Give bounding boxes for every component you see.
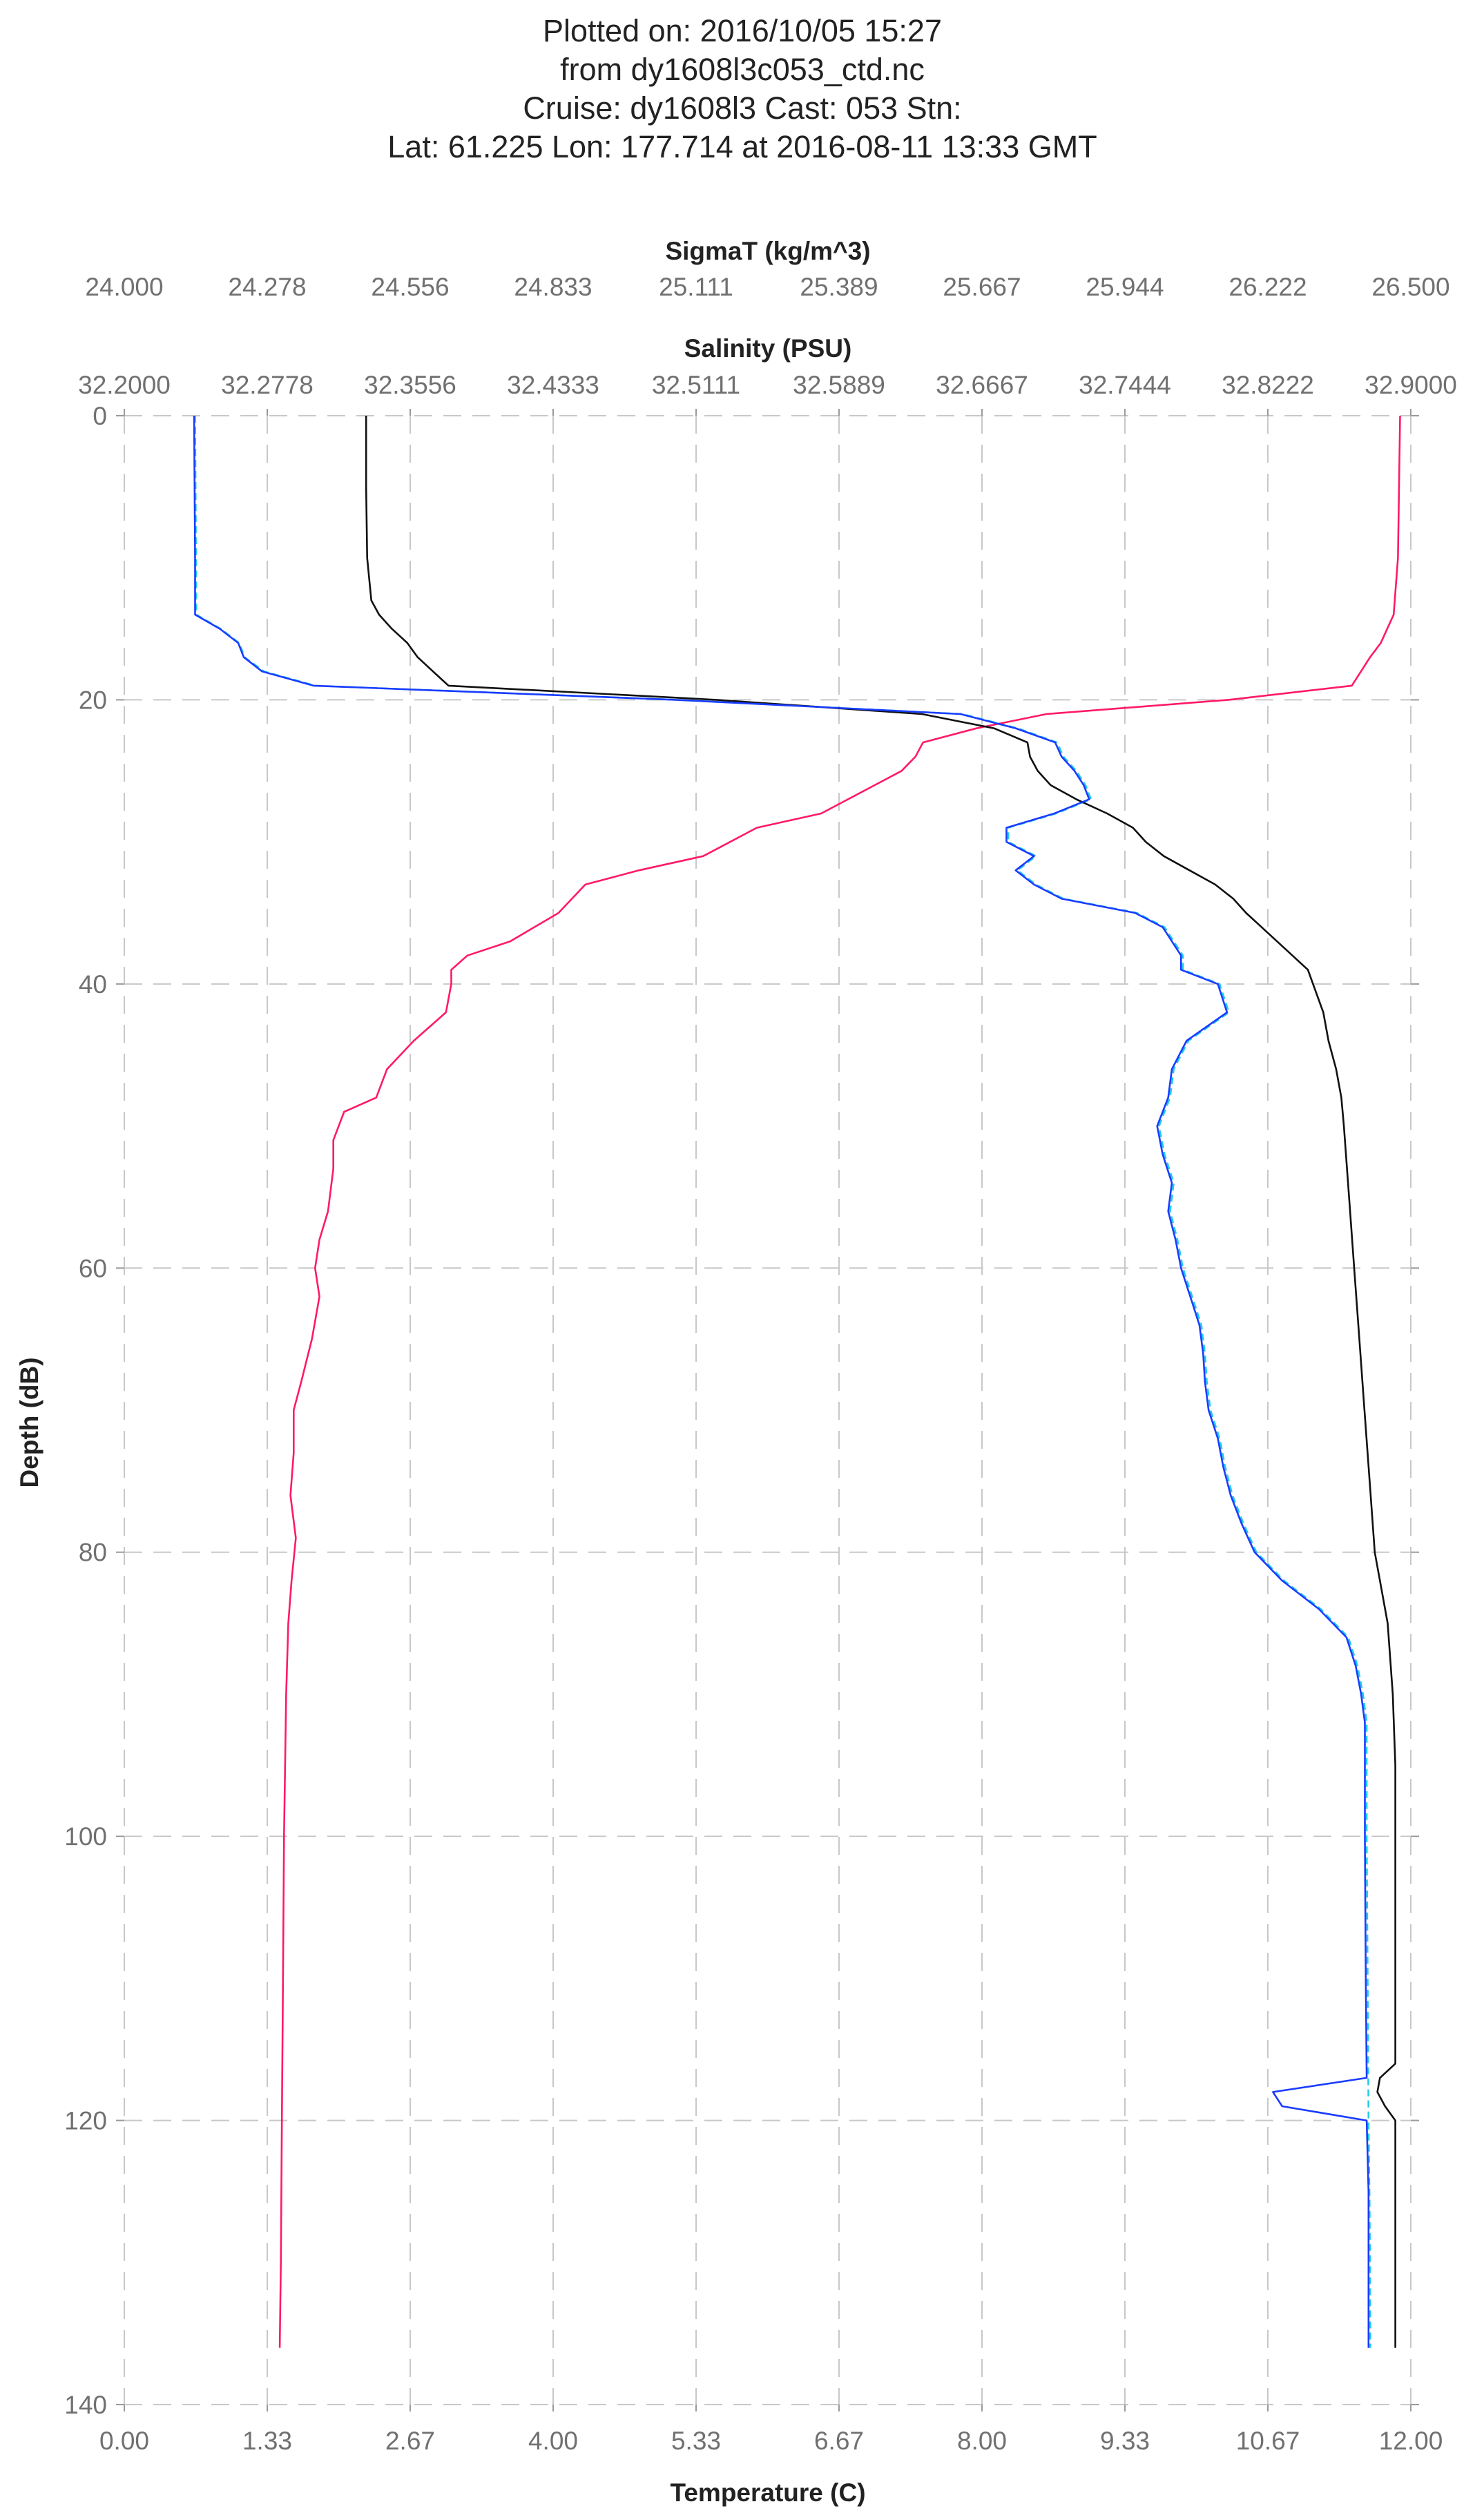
title-line-plotted-on: Plotted on: 2016/10/05 15:27 (543, 13, 942, 48)
salinity-tick-label: 32.7444 (1079, 371, 1171, 399)
depth-axis-title: Depth (dB) (15, 1357, 44, 1487)
temperature-tick-label: 2.67 (385, 2427, 435, 2455)
temperature-tick-label: 1.33 (242, 2427, 292, 2455)
temperature-tick-label: 8.00 (957, 2427, 1007, 2455)
temperature-tick-label: 9.33 (1100, 2427, 1150, 2455)
sigmat-tick-label: 24.278 (228, 273, 306, 301)
sigmat-axis: 24.000 24.278 24.556 24.833 25.111 25.389 25.6… (85, 273, 1449, 301)
sigmat-tick-label: 24.556 (371, 273, 449, 301)
sigmat-tick-label: 25.111 (659, 273, 733, 301)
title-line-cruise: Cruise: dy1608l3 Cast: 053 Stn: (523, 90, 961, 126)
temperature-tick-label: 12.00 (1379, 2427, 1443, 2455)
series-lines (193, 415, 1401, 2348)
depth-axis: 0 20 40 60 80 100 120 140 (64, 402, 1419, 2419)
sigmat-tick-label: 25.667 (943, 273, 1021, 301)
depth-tick-label: 80 (79, 1539, 107, 1567)
series-sigmat (365, 416, 1396, 2348)
depth-tick-label: 100 (64, 1822, 107, 1851)
sigmat-tick-label: 24.000 (85, 273, 163, 301)
temperature-tick-label: 5.33 (671, 2427, 721, 2455)
series-salinity-secondary (194, 415, 1371, 2348)
salinity-tick-label: 32.6667 (936, 371, 1028, 399)
salinity-tick-label: 32.2000 (78, 371, 171, 399)
salinity-tick-label: 32.9000 (1365, 371, 1457, 399)
salinity-tick-label: 32.8222 (1222, 371, 1314, 399)
depth-tick-label: 40 (79, 970, 107, 999)
sigmat-tick-label: 24.833 (514, 273, 592, 301)
temperature-tick-label: 6.67 (814, 2427, 864, 2455)
salinity-tick-label: 32.3556 (364, 371, 456, 399)
sigmat-tick-label: 26.222 (1228, 273, 1307, 301)
depth-tick-label: 120 (64, 2107, 107, 2135)
depth-tick-label: 20 (79, 686, 107, 714)
sigmat-tick-label: 25.389 (800, 273, 878, 301)
temperature-axis-title: Temperature (C) (670, 2478, 865, 2507)
salinity-tick-label: 32.2778 (221, 371, 314, 399)
title-line-source-file: from dy1608l3c053_ctd.nc (560, 52, 925, 87)
depth-tick-label: 0 (93, 402, 107, 430)
title-line-position: Lat: 61.225 Lon: 177.714 at 2016-08-11 1… (387, 129, 1097, 164)
sigmat-tick-label: 25.944 (1086, 273, 1164, 301)
chart-title: Plotted on: 2016/10/05 15:27 from dy1608… (387, 13, 1097, 164)
temperature-axis: 0.00 1.33 2.67 4.00 5.33 6.67 8.00 9.33 10.67 12.… (99, 409, 1443, 2455)
temperature-tick-label: 4.00 (528, 2427, 578, 2455)
temperature-tick-label: 0.00 (99, 2427, 149, 2455)
salinity-tick-label: 32.5111 (652, 371, 740, 399)
temperature-tick-label: 10.67 (1236, 2427, 1300, 2455)
depth-tick-label: 140 (64, 2391, 107, 2419)
series-temperature (278, 415, 1401, 2348)
sigmat-tick-label: 26.500 (1371, 273, 1449, 301)
depth-tick-label: 60 (79, 1254, 107, 1282)
grid (124, 415, 1411, 2405)
series-salinity (193, 415, 1370, 2348)
salinity-tick-label: 32.4333 (507, 371, 599, 399)
salinity-tick-label: 32.5889 (793, 371, 885, 399)
sigmat-axis-title: SigmaT (kg/m^3) (665, 237, 870, 265)
salinity-axis-title: Salinity (PSU) (684, 334, 852, 363)
salinity-axis: 32.2000 32.2778 32.3556 32.4333 32.5111 32.58… (78, 371, 1457, 399)
